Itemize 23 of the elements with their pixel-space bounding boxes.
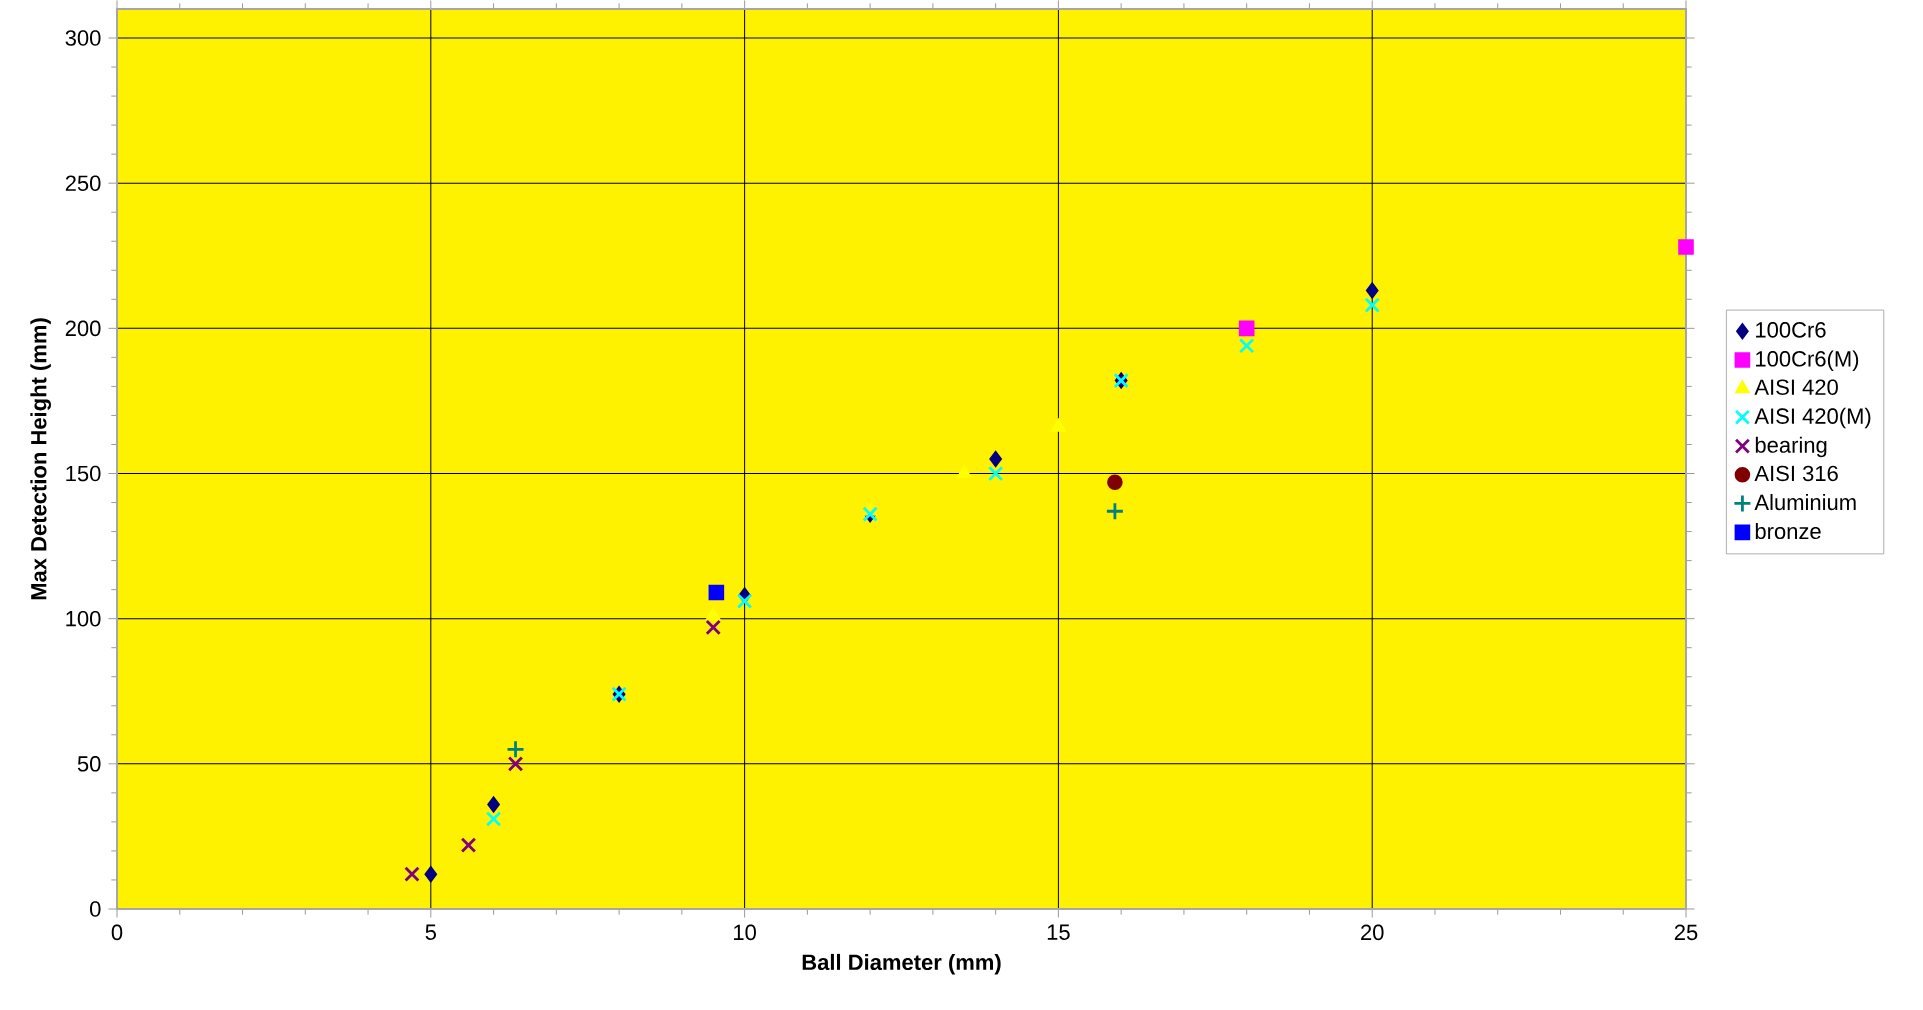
- y-tick-label: 250: [65, 175, 101, 191]
- y-axis-title: Max Detection Height (mm): [30, 318, 51, 600]
- x-tick-label: 20: [1361, 924, 1384, 941]
- legend-label: AISI 420(M): [1754, 407, 1871, 429]
- x-tick-label: 25: [1674, 924, 1698, 941]
- legend-label: 100Cr6(M): [1756, 350, 1859, 371]
- y-tick-label: 0: [90, 901, 101, 917]
- legend-label: AISI 316: [1754, 465, 1838, 482]
- y-tick-label: 100: [66, 610, 101, 627]
- legend-label: AISI 420: [1754, 379, 1838, 395]
- legend-label: bearing: [1755, 436, 1827, 458]
- y-tick-label: 200: [65, 320, 101, 337]
- y-tick-label: 300: [65, 30, 101, 46]
- x-tick-label: 5: [425, 924, 436, 940]
- x-tick-label: 15: [1047, 924, 1070, 940]
- legend-label: Aluminium: [1754, 494, 1856, 511]
- legend-label: 100Cr6: [1756, 322, 1826, 338]
- y-tick-label: 50: [77, 756, 101, 772]
- x-axis-title: Ball Diameter (mm): [802, 953, 1001, 975]
- x-tick-label: 0: [111, 924, 123, 941]
- y-tick-label: 150: [66, 465, 101, 482]
- legend-label: bronze: [1755, 522, 1821, 540]
- x-tick-label: 10: [734, 924, 756, 941]
